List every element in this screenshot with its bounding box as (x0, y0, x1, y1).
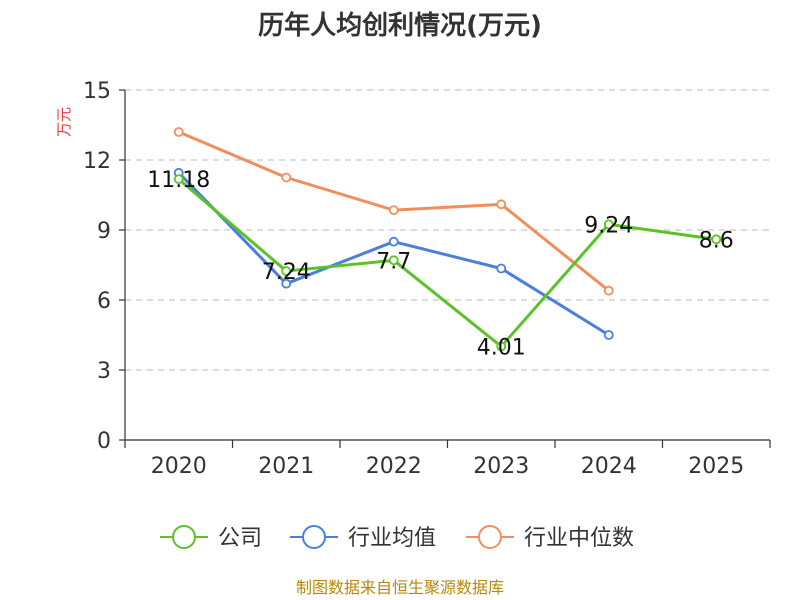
data-label: 7.24 (262, 260, 311, 285)
source-note: 制图数据来自恒生聚源数据库 (296, 578, 504, 597)
legend-swatch-marker (478, 525, 502, 549)
data-label: 7.7 (376, 249, 411, 274)
legend-swatch-marker (172, 525, 196, 549)
axes (119, 89, 771, 448)
x-tick-label: 2023 (473, 454, 529, 479)
data-point (496, 263, 507, 274)
data-point (496, 199, 507, 210)
data-point (281, 278, 292, 289)
y-tick-label: 0 (97, 429, 111, 454)
x-tick-label: 2022 (366, 454, 422, 479)
data-point (603, 219, 614, 230)
data-point (603, 285, 614, 296)
legend: 公司 行业均值 行业中位数 (160, 525, 634, 551)
chart-title: 历年人均创利情况(万元) (258, 10, 542, 41)
data-point (173, 174, 184, 185)
data-point (281, 266, 292, 276)
y-tick-label: 3 (97, 359, 111, 384)
gridlines (125, 89, 770, 371)
x-tick-label: 2025 (688, 454, 744, 479)
data-point (496, 341, 507, 352)
x-tick-labels: 2020 2021 2022 2023 2024 2025 (151, 454, 745, 479)
data-label: 8.6 (699, 228, 734, 253)
y-tick-label: 9 (97, 219, 111, 244)
legend-swatch-marker (302, 525, 326, 549)
x-tick-label: 2020 (151, 454, 207, 479)
y-tick-label: 6 (97, 289, 111, 314)
data-point (388, 255, 399, 266)
x-tick-label: 2021 (258, 454, 314, 479)
data-point (388, 205, 399, 216)
data-label: 4.01 (477, 335, 526, 360)
data-point (281, 172, 292, 183)
data-labels: 11.18 7.24 7.7 4.01 9.24 8.6 (147, 168, 733, 360)
x-tick-label: 2024 (581, 454, 637, 479)
y-tick-labels: 0 3 6 9 12 15 (83, 79, 111, 454)
series-group (173, 127, 722, 352)
y-tick-label: 15 (83, 79, 111, 104)
y-axis-label: 万元 (55, 107, 73, 137)
data-point (711, 234, 722, 245)
data-point (603, 330, 614, 340)
data-point (388, 236, 399, 247)
data-point (173, 127, 184, 137)
series-line-0 (177, 177, 717, 348)
legend-label: 行业中位数 (524, 526, 634, 551)
y-tick-label: 12 (83, 149, 111, 174)
data-label: 11.18 (147, 168, 210, 193)
legend-label: 行业均值 (348, 526, 436, 551)
data-label: 9.24 (584, 213, 633, 238)
legend-label: 公司 (218, 526, 262, 551)
